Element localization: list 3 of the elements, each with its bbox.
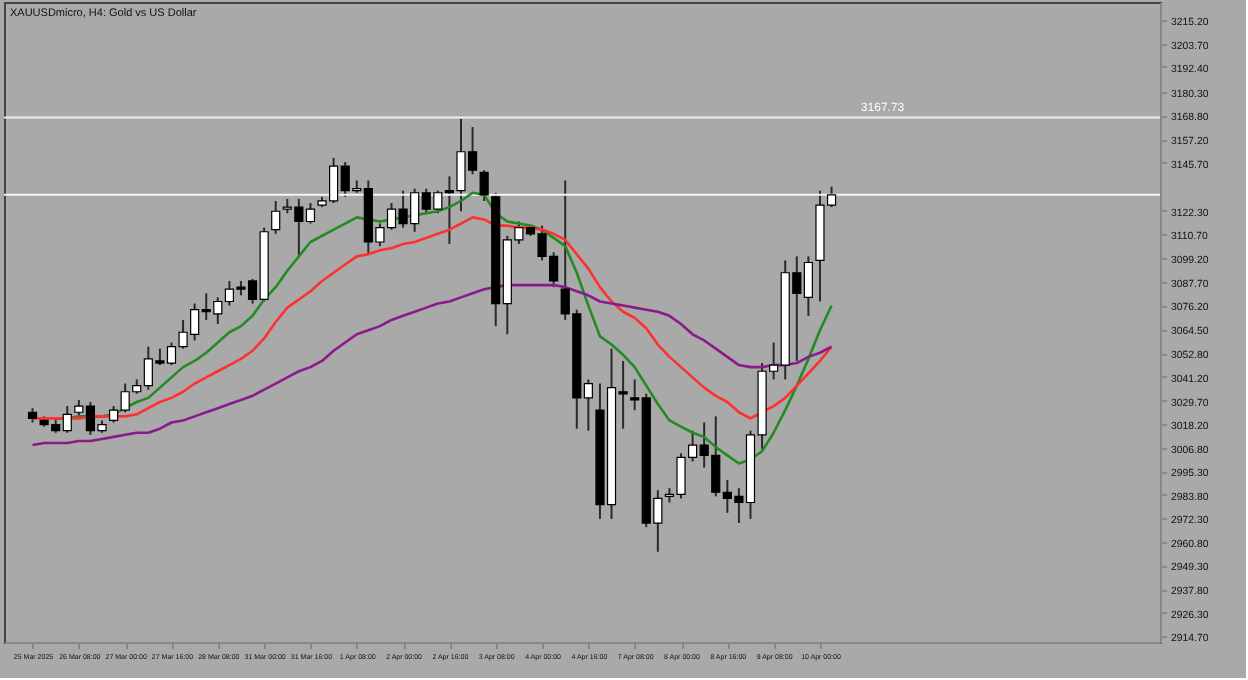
candlestick [271,199,281,235]
line-series [31,283,833,447]
candlestick [479,169,489,202]
